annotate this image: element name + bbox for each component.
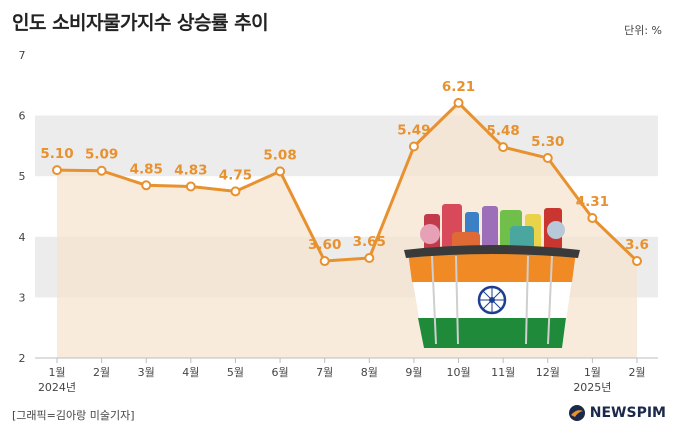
y-tick-2: 2 [19, 352, 26, 365]
x-tick-13: 2월 [628, 366, 645, 379]
x-tick-10: 11월 [491, 366, 515, 379]
x-tick-4: 5월 [227, 366, 244, 379]
data-label-4: 4.75 [219, 167, 252, 183]
unit-label: 단위: % [624, 24, 662, 37]
data-point-5 [275, 166, 286, 177]
y-axis: 2 3 4 5 6 7 [19, 49, 658, 365]
data-label-12: 4.31 [576, 194, 609, 210]
data-label-2: 4.85 [130, 161, 163, 177]
data-label-1: 5.09 [85, 147, 118, 163]
x-tick-0: 1월 [48, 366, 65, 379]
x-tick-1: 2월 [93, 366, 110, 379]
data-label-11: 5.30 [531, 134, 564, 150]
x-tick-5: 6월 [272, 366, 289, 379]
band-5-6 [35, 115, 658, 177]
data-point-9 [453, 97, 464, 108]
data-point-7 [364, 253, 375, 264]
data-point-3 [185, 181, 196, 192]
data-point-10 [498, 142, 509, 153]
cpi-series [52, 97, 642, 267]
x-tick-7: 8월 [361, 366, 378, 379]
shopping-basket-illustration [404, 204, 580, 348]
data-point-11 [542, 153, 553, 164]
data-labels: 5.10 5.09 4.85 4.83 4.75 5.08 3.60 3.65 5.49 6.21… [40, 79, 649, 253]
data-point-8 [408, 141, 419, 152]
data-label-8: 5.49 [397, 123, 430, 139]
y-tick-5: 5 [19, 170, 26, 183]
x-axis: 1월 2월 3월 4월 5월 6월 7월 8월 9월 10월 11월 12월 1월 2월 2024년 2025… [38, 358, 646, 394]
chart-title: 인도 소비자물가지수 상승률 추이 [12, 12, 269, 34]
series-line [56, 101, 639, 263]
data-point-4 [230, 186, 241, 197]
data-label-9: 6.21 [442, 79, 475, 95]
data-label-0: 5.10 [40, 146, 73, 162]
data-point-12 [587, 213, 598, 224]
year-label-0: 2024년 [38, 381, 76, 394]
newspim-icon [568, 405, 585, 421]
x-tick-2: 3월 [138, 366, 155, 379]
y-tick-3: 3 [19, 291, 26, 304]
data-label-13: 3.6 [625, 237, 649, 253]
data-point-2 [141, 180, 152, 191]
y-tick-6: 6 [19, 110, 26, 123]
data-label-6: 3.60 [308, 237, 341, 253]
data-point-1 [96, 165, 107, 176]
credit-text: [그래픽=김아랑 미술기자] [12, 409, 135, 422]
data-label-5: 5.08 [263, 147, 296, 163]
data-label-10: 5.48 [486, 123, 519, 139]
logo-text: NEWSPIM [589, 405, 666, 421]
y-tick-4: 4 [19, 231, 26, 244]
x-tick-8: 9월 [405, 366, 422, 379]
x-tick-6: 7월 [316, 366, 333, 379]
x-tick-11: 12월 [536, 366, 560, 379]
data-label-3: 4.83 [174, 163, 207, 179]
data-point-6 [319, 256, 330, 267]
data-point-0 [52, 165, 62, 176]
data-label-7: 3.65 [353, 234, 386, 250]
x-tick-12: 1월 [584, 366, 601, 379]
data-point-13 [632, 256, 642, 267]
year-label-12: 2025년 [573, 381, 611, 394]
y-tick-7: 7 [19, 49, 26, 62]
newspim-logo: NEWSPIM [568, 404, 666, 422]
x-tick-9: 10월 [446, 366, 470, 379]
x-tick-3: 4월 [182, 366, 199, 379]
